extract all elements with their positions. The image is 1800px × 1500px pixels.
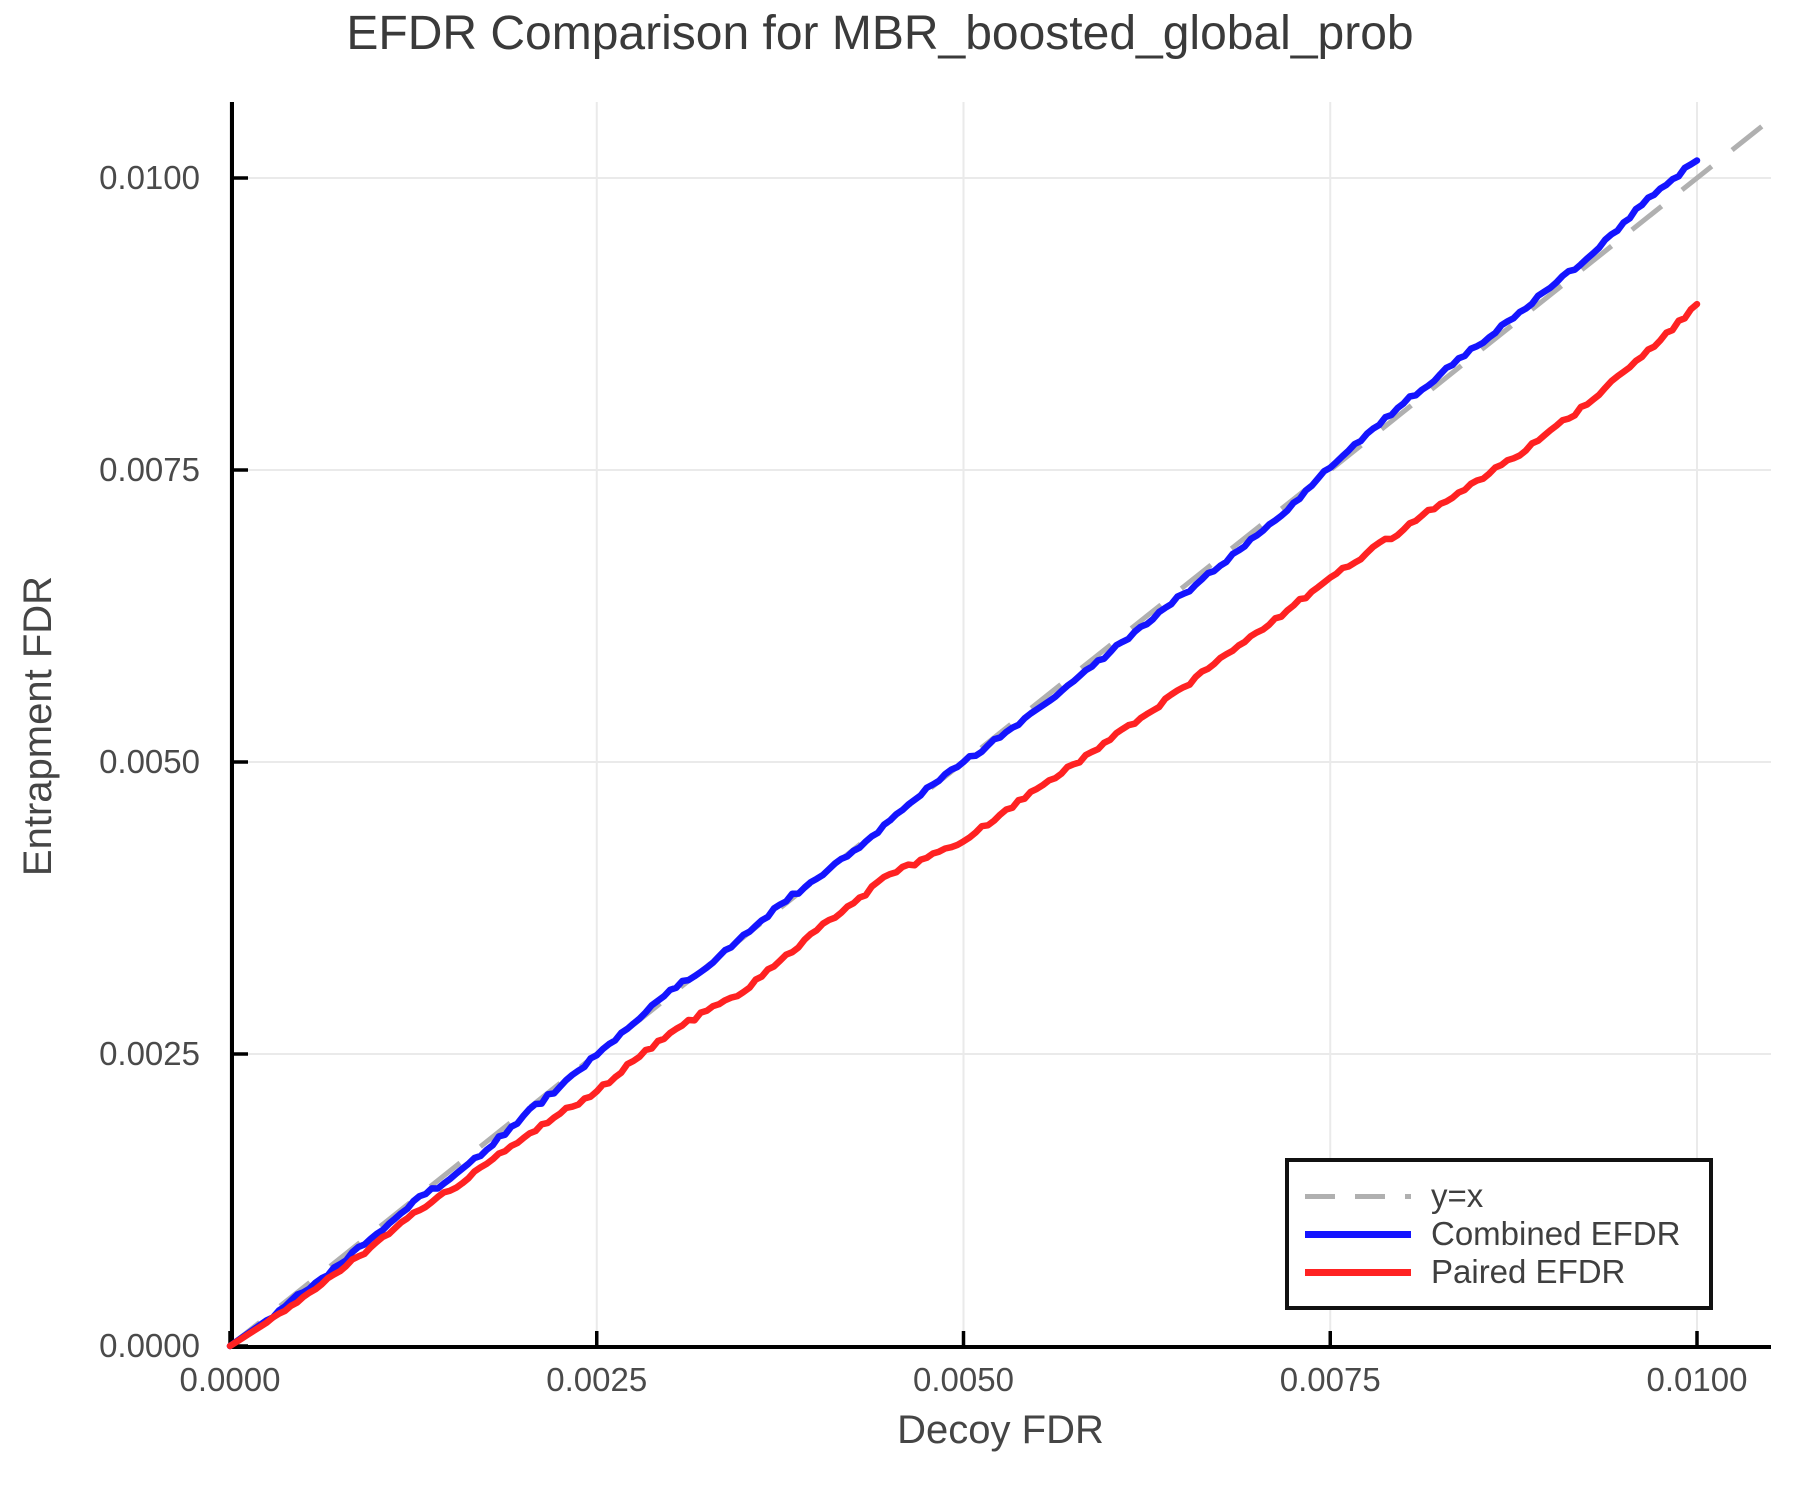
legend: y=x Combined EFDR Paired EFDR xyxy=(1285,1158,1713,1310)
y-tick-label: 0.0025 xyxy=(99,1035,200,1072)
legend-item-combined: Combined EFDR xyxy=(1305,1215,1709,1253)
x-tick-label: 0.0050 xyxy=(913,1361,1014,1398)
x-tick-label: 0.0100 xyxy=(1646,1361,1748,1398)
legend-item-paired: Paired EFDR xyxy=(1305,1253,1709,1291)
y-tick-label: 0.0050 xyxy=(99,743,200,780)
combined-efdr-line xyxy=(226,157,1701,1350)
legend-label: y=x xyxy=(1431,1177,1484,1214)
y-tick-label: 0.0075 xyxy=(99,451,200,488)
red-line-swatch xyxy=(1305,1268,1411,1276)
y-tick-label: 0.0100 xyxy=(99,159,200,196)
x-tick-label: 0.0000 xyxy=(179,1361,281,1398)
y-axis-label: Entrapment FDR xyxy=(16,575,60,877)
x-axis-label: Decoy FDR xyxy=(897,1408,1104,1452)
x-tick-label: 0.0025 xyxy=(546,1361,648,1398)
legend-label: Combined EFDR xyxy=(1431,1215,1681,1252)
legend-label: Paired EFDR xyxy=(1431,1253,1626,1290)
identity-line xyxy=(228,117,1773,1348)
x-tick-label: 0.0075 xyxy=(1279,1361,1381,1398)
dashed-line-swatch xyxy=(1305,1193,1411,1199)
paired-efdr-line xyxy=(226,300,1701,1350)
chart-title: EFDR Comparison for MBR_boosted_global_p… xyxy=(346,7,1414,60)
blue-line-swatch xyxy=(1305,1230,1411,1238)
plot-area xyxy=(226,102,1773,1350)
legend-item-identity: y=x xyxy=(1305,1177,1709,1215)
y-tick-label: 0.0000 xyxy=(99,1327,200,1364)
